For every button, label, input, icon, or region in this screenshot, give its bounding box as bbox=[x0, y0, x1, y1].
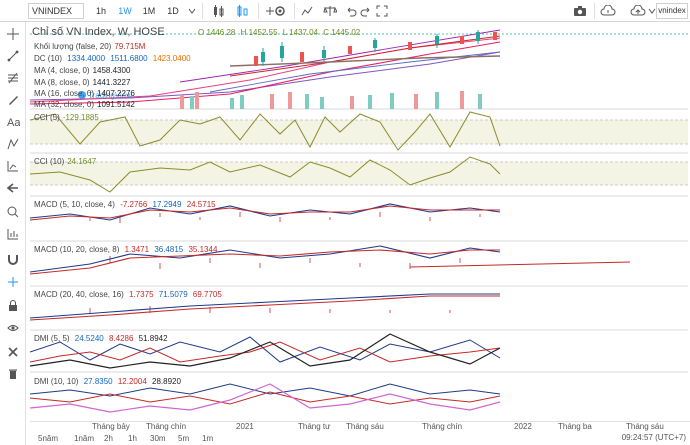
magnet-icon[interactable] bbox=[4, 252, 22, 268]
legend-title: Chỉ số VN Index, W, HOSE bbox=[32, 26, 165, 38]
timeframe-1m[interactable]: 1m bbox=[202, 434, 214, 443]
legend-volume[interactable]: Khối lượng (false, 20) 79.715M bbox=[34, 42, 146, 51]
interval-dropdown-icon[interactable] bbox=[185, 3, 199, 19]
legend-ma32[interactable]: MA (32, close, 0) 1091.5142 bbox=[34, 100, 135, 109]
x-tick: Tháng chín bbox=[146, 422, 187, 431]
cci10-pane bbox=[29, 156, 688, 193]
ohlc-values: O 1446.28 H 1452.55 L 1437.04 C 1445.02 bbox=[198, 28, 361, 37]
top-toolbar: VNINDEX 1h 1W 1M 1D vnindex bbox=[0, 0, 690, 22]
macd2-pane bbox=[29, 245, 631, 275]
fullscreen-icon[interactable] bbox=[375, 3, 389, 19]
drawing-toolbar: Aa bbox=[0, 22, 26, 445]
bottom-bar: Tháng bảy Tháng chín 2021 Tháng tư Tháng… bbox=[30, 421, 690, 445]
dmi5-pane bbox=[29, 333, 501, 369]
crosshair-icon[interactable] bbox=[4, 26, 22, 42]
indicators-icon[interactable] bbox=[270, 3, 290, 19]
zoom-icon[interactable] bbox=[4, 204, 22, 220]
legend-ma16[interactable]: MA (16, close, 0) 1407.2276 bbox=[34, 89, 135, 98]
camera-icon[interactable] bbox=[572, 3, 588, 19]
hide-drawings-icon[interactable] bbox=[4, 320, 22, 336]
x-tick: Tháng sáu bbox=[346, 422, 384, 431]
trend-line-icon[interactable] bbox=[4, 48, 22, 64]
svg-text:Aa: Aa bbox=[7, 117, 20, 128]
save-dropdown-icon[interactable] bbox=[648, 3, 656, 19]
interval-1d[interactable]: 1D bbox=[167, 6, 179, 16]
back-arrow-icon[interactable] bbox=[4, 180, 22, 196]
legend-dmi5[interactable]: DMI (5, 5) 24.5240 8.4286 51.8942 bbox=[34, 334, 168, 343]
cloud-save-icon[interactable] bbox=[628, 3, 648, 19]
interval-1h[interactable]: 1h bbox=[95, 6, 106, 16]
chart-type-icon[interactable] bbox=[232, 3, 252, 19]
x-tick: Tháng sáu bbox=[626, 422, 664, 431]
measure-icon[interactable] bbox=[4, 226, 22, 242]
legend-macd3[interactable]: MACD (20, 40, close, 16) 1.7375 71.5079 … bbox=[34, 290, 222, 299]
svg-text:TradingView: TradingView bbox=[88, 91, 132, 100]
cloud-load-icon[interactable] bbox=[598, 3, 618, 19]
timeframe-30m[interactable]: 30m bbox=[150, 434, 166, 443]
user-layout-button[interactable]: vnindex bbox=[656, 3, 688, 19]
x-tick: Tháng bảy bbox=[92, 422, 130, 431]
brush-icon[interactable] bbox=[4, 92, 22, 108]
timeframe-5y[interactable]: 5năm bbox=[38, 434, 59, 443]
legend-ma4[interactable]: MA (4, close, 0) 1458.4300 bbox=[34, 66, 131, 75]
legend-cci10[interactable]: CCI (10) 24.1647 bbox=[34, 157, 97, 166]
compare-add-icon[interactable] bbox=[263, 3, 277, 19]
dmi10-pane bbox=[29, 383, 501, 413]
prediction-icon[interactable] bbox=[4, 158, 22, 174]
pattern-icon[interactable] bbox=[4, 136, 22, 152]
text-icon[interactable]: Aa bbox=[4, 114, 22, 130]
main-legend-title[interactable]: Chỉ số VN Index, W, HOSE bbox=[32, 26, 168, 38]
legend-dc[interactable]: DC (10) 1334.4000 1511.6800 1423.0400 bbox=[34, 54, 191, 63]
tradingview-watermark: TradingView bbox=[78, 91, 132, 100]
legend-dmi10[interactable]: DMI (10, 10) 27.8350 12.2004 28.8920 bbox=[34, 377, 181, 386]
legend-macd1[interactable]: MACD (5, 10, close, 4) -7.2766 17.2949 2… bbox=[34, 200, 216, 209]
x-tick: 2021 bbox=[236, 422, 254, 431]
chart-canvas: TradingView bbox=[29, 29, 688, 413]
x-tick: Tháng chín bbox=[422, 422, 463, 431]
macd1-pane bbox=[29, 203, 501, 223]
x-tick: Tháng tư bbox=[298, 422, 331, 431]
interval-1m[interactable]: 1M bbox=[142, 6, 156, 16]
crosshair-mode-icon[interactable] bbox=[4, 274, 22, 290]
settings-tools-icon[interactable] bbox=[4, 344, 22, 360]
candle-style-icon[interactable] bbox=[208, 3, 228, 19]
indicators-fx-icon[interactable] bbox=[297, 3, 317, 19]
redo-icon[interactable] bbox=[359, 3, 373, 19]
x-tick: 2022 bbox=[514, 422, 532, 431]
compare-scale-icon[interactable] bbox=[320, 3, 340, 19]
legend-macd2[interactable]: MACD (10, 20, close, 8) 1.3471 36.4815 3… bbox=[34, 245, 218, 254]
legend-cci5[interactable]: CCI (5) -129.1885 bbox=[34, 113, 99, 122]
cci5-pane bbox=[29, 111, 688, 151]
fib-icon[interactable] bbox=[4, 70, 22, 86]
clock[interactable]: 09:24:57 (UTC+7) bbox=[621, 433, 686, 442]
symbol-search-input[interactable]: VNINDEX bbox=[28, 3, 84, 19]
timeframe-1y[interactable]: 1năm bbox=[74, 434, 95, 443]
undo-icon[interactable] bbox=[344, 3, 358, 19]
timeframe-5m[interactable]: 5m bbox=[178, 434, 190, 443]
timeframe-1h[interactable]: 1h bbox=[128, 434, 137, 443]
timeframe-2h[interactable]: 2h bbox=[104, 434, 113, 443]
macd3-pane bbox=[29, 293, 500, 321]
price-pane: TradingView bbox=[29, 29, 688, 109]
legend-ma8[interactable]: MA (8, close, 0) 1441.3227 bbox=[34, 78, 131, 87]
x-tick: Tháng ba bbox=[558, 422, 592, 431]
interval-1w[interactable]: 1W bbox=[118, 6, 132, 16]
chart-area[interactable]: TradingView bbox=[29, 22, 688, 421]
lock-icon[interactable] bbox=[4, 298, 22, 314]
trash-icon[interactable] bbox=[4, 366, 22, 382]
